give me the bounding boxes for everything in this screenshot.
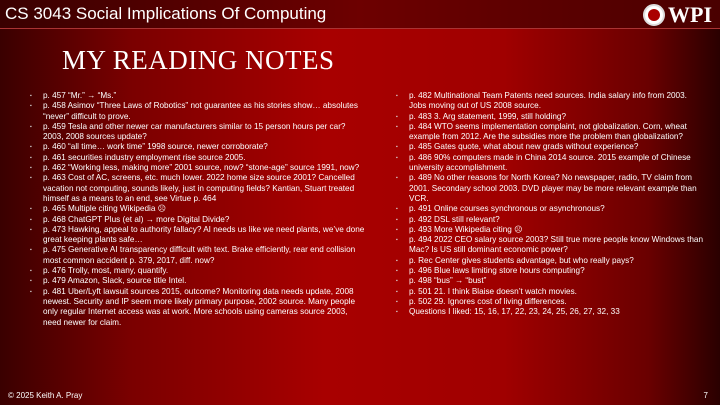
note-item: p. 486 90% computers made in China 2014 …: [396, 153, 706, 174]
wpi-logo: WPI: [643, 2, 712, 28]
note-item: p. 473 Hawking, appeal to authority fall…: [30, 225, 365, 246]
note-item: Questions I liked: 15, 16, 17, 22, 23, 2…: [396, 307, 706, 318]
note-item: p. 492 DSL still relevant?: [396, 215, 706, 226]
note-item: p. 496 Blue laws limiting store hours co…: [396, 266, 706, 277]
seal-icon: [643, 4, 665, 26]
note-item: p. 482 Multinational Team Patents need s…: [396, 91, 706, 112]
logo-text: WPI: [668, 2, 712, 27]
note-item: p. 493 More Wikipedia citing ☹: [396, 225, 706, 236]
note-item: p. 475 Generative AI transparency diffic…: [30, 245, 365, 266]
note-item: p. Rec Center gives students advantage, …: [396, 256, 706, 267]
note-item: p. 462 “Working less, making more” 2001 …: [30, 163, 365, 174]
note-item: p. 479 Amazon, Slack, source title Intel…: [30, 276, 365, 287]
note-item: p. 483 3. Arg statement, 1999, still hol…: [396, 112, 706, 123]
note-item: p. 465 Multiple citing Wikipedia ☹: [30, 204, 365, 215]
course-title: CS 3043 Social Implications Of Computing: [5, 4, 327, 23]
note-item: p. 498 “bus” → “bust”: [396, 276, 706, 287]
note-item: p. 494 2022 CEO salary source 2003? Stil…: [396, 235, 706, 256]
note-item: p. 457 “Mr.” → “Ms.”: [30, 91, 365, 102]
page-number: 7: [703, 391, 708, 400]
slide-title: MY READING NOTES: [62, 45, 335, 75]
header-bar: CS 3043 Social Implications Of Computing…: [0, 0, 720, 29]
note-item: p. 481 Uber/Lyft lawsuit sources 2015, o…: [30, 287, 365, 328]
note-item: p. 489 No other reasons for North Korea?…: [396, 173, 706, 204]
notes-left-list: p. 457 “Mr.” → “Ms.”p. 458 Asimov “Three…: [30, 91, 365, 328]
note-item: p. 502 29. Ignores cost of living differ…: [396, 297, 706, 308]
note-item: p. 461 securities industry employment ri…: [30, 153, 365, 164]
note-item: p. 458 Asimov “Three Laws of Robotics” n…: [30, 101, 365, 122]
note-item: p. 501 21. I think Blaise doesn’t watch …: [396, 287, 706, 298]
footer-copyright: © 2025 Keith A. Pray: [8, 391, 83, 400]
note-item: p. 463 Cost of AC, screens, etc. much lo…: [30, 173, 365, 204]
note-item: p. 460 “all time… work time” 1998 source…: [30, 142, 365, 153]
note-item: p. 476 Trolly, most, many, quantify.: [30, 266, 365, 277]
note-item: p. 484 WTO seems implementation complain…: [396, 122, 706, 143]
notes-right-list: p. 482 Multinational Team Patents need s…: [396, 91, 706, 318]
note-item: p. 459 Tesla and other newer car manufac…: [30, 122, 365, 143]
note-item: p. 468 ChatGPT Plus (et al) → more Digit…: [30, 215, 365, 226]
note-item: p. 491 Online courses synchronous or asy…: [396, 204, 706, 215]
note-item: p. 485 Gates quote, what about new grads…: [396, 142, 706, 153]
